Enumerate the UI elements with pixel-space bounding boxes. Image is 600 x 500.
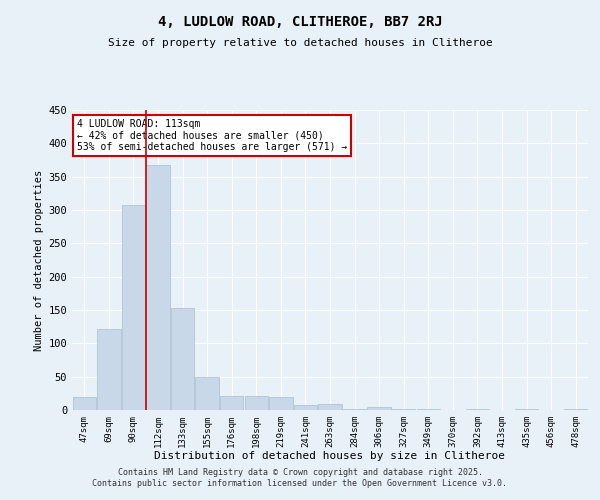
Bar [220,396,244,410]
Bar [73,396,96,410]
Y-axis label: Number of detached properties: Number of detached properties [34,170,44,350]
Bar [146,166,170,410]
Bar [171,308,194,410]
Bar [269,396,293,410]
Bar [294,404,317,410]
Bar [343,408,366,410]
Bar [122,206,145,410]
Bar [319,404,341,410]
Text: 4, LUDLOW ROAD, CLITHEROE, BB7 2RJ: 4, LUDLOW ROAD, CLITHEROE, BB7 2RJ [158,15,442,29]
Bar [245,396,268,410]
Text: Contains HM Land Registry data © Crown copyright and database right 2025.
Contai: Contains HM Land Registry data © Crown c… [92,468,508,487]
Text: Size of property relative to detached houses in Clitheroe: Size of property relative to detached ho… [107,38,493,48]
Bar [97,328,121,410]
Bar [564,408,587,410]
X-axis label: Distribution of detached houses by size in Clitheroe: Distribution of detached houses by size … [155,452,505,462]
Text: 4 LUDLOW ROAD: 113sqm
← 42% of detached houses are smaller (450)
53% of semi-det: 4 LUDLOW ROAD: 113sqm ← 42% of detached … [77,119,347,152]
Bar [367,406,391,410]
Bar [196,378,219,410]
